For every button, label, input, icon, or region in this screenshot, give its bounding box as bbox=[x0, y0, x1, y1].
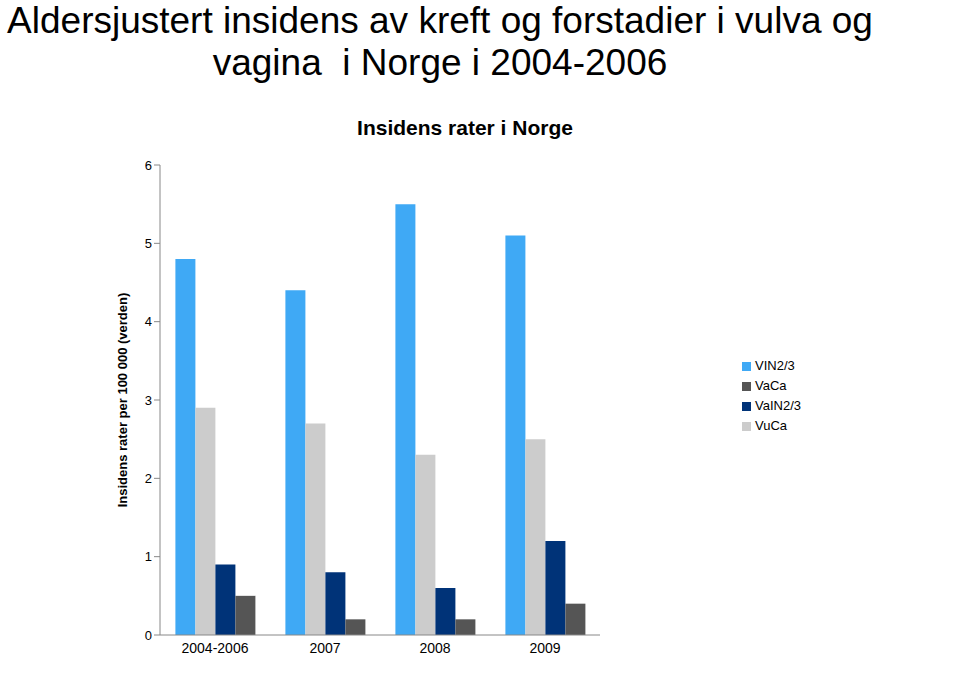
svg-text:2007: 2007 bbox=[309, 640, 340, 656]
svg-text:Insidens rater per 100 000 (ve: Insidens rater per 100 000 (verden) bbox=[115, 293, 130, 508]
svg-text:0: 0 bbox=[145, 628, 152, 643]
svg-text:2008: 2008 bbox=[419, 640, 450, 656]
svg-text:6: 6 bbox=[145, 158, 152, 173]
svg-text:2009: 2009 bbox=[529, 640, 560, 656]
html-text:VaCa: VaCa bbox=[755, 378, 787, 393]
svg-text:1: 1 bbox=[145, 549, 152, 564]
svg-text:2: 2 bbox=[145, 471, 152, 486]
svg-text:5: 5 bbox=[145, 236, 152, 251]
html-text:Aldersjustert insidens av kref: Aldersjustert insidens av kreft og forst… bbox=[7, 0, 884, 83]
html-text:Insidens rater i Norge: Insidens rater i Norge bbox=[357, 116, 573, 139]
svg-text:2004-2006: 2004-2006 bbox=[182, 640, 249, 656]
html-text:VaIN2/3: VaIN2/3 bbox=[755, 398, 801, 413]
html-text:VuCa: VuCa bbox=[755, 418, 787, 433]
svg-text:4: 4 bbox=[145, 314, 152, 329]
html-text:VIN2/3: VIN2/3 bbox=[755, 358, 795, 373]
svg-text:3: 3 bbox=[145, 393, 152, 408]
